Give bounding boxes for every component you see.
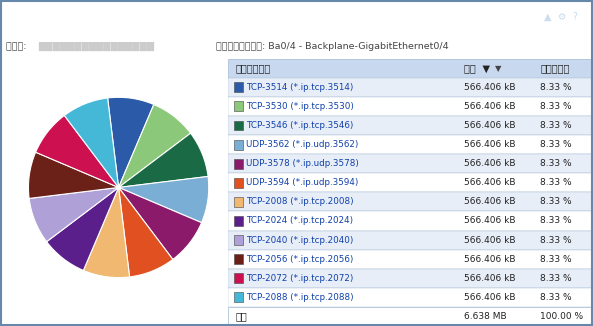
- Text: TCP-2088 (*.ip.tcp.2088): TCP-2088 (*.ip.tcp.2088): [246, 293, 353, 302]
- Wedge shape: [28, 152, 119, 199]
- Text: 566.406 kB: 566.406 kB: [464, 236, 515, 244]
- Text: トップ プロトコル (円) - 合計: トップ プロトコル (円) - 合計: [7, 11, 132, 23]
- Text: 8.33 %: 8.33 %: [540, 159, 572, 168]
- Wedge shape: [107, 97, 154, 187]
- Wedge shape: [119, 133, 208, 187]
- Text: 8.33 %: 8.33 %: [540, 140, 572, 149]
- Text: ████████████████: ████████████████: [39, 42, 155, 51]
- Wedge shape: [119, 187, 173, 277]
- Text: UDP-3562 (*.ip.udp.3562): UDP-3562 (*.ip.udp.3562): [246, 140, 358, 149]
- Bar: [234, 273, 243, 283]
- Text: ▼: ▼: [495, 64, 501, 73]
- Text: プロトコル名: プロトコル名: [235, 63, 271, 73]
- Text: 566.406 kB: 566.406 kB: [464, 102, 515, 111]
- Text: 8.33 %: 8.33 %: [540, 197, 572, 206]
- Text: 8.33 %: 8.33 %: [540, 274, 572, 283]
- Bar: [228, 307, 593, 326]
- Text: ルータ:: ルータ:: [6, 42, 30, 51]
- Text: 566.406 kB: 566.406 kB: [464, 216, 515, 226]
- Text: 8.33 %: 8.33 %: [540, 83, 572, 92]
- Text: 合計: 合計: [235, 311, 247, 321]
- Bar: [228, 192, 593, 212]
- Text: TCP-3530 (*.ip.tcp.3530): TCP-3530 (*.ip.tcp.3530): [246, 102, 353, 111]
- Bar: [234, 178, 243, 188]
- Bar: [228, 59, 593, 78]
- Text: TCP-2008 (*.ip.tcp.2008): TCP-2008 (*.ip.tcp.2008): [246, 197, 353, 206]
- Bar: [234, 216, 243, 226]
- Bar: [234, 254, 243, 264]
- Text: TCP-3514 (*.ip.tcp.3514): TCP-3514 (*.ip.tcp.3514): [246, 83, 353, 92]
- Bar: [234, 292, 243, 302]
- Text: UDP-3578 (*.ip.udp.3578): UDP-3578 (*.ip.udp.3578): [246, 159, 359, 168]
- Text: 合計  ▼: 合計 ▼: [464, 63, 490, 73]
- Bar: [228, 230, 593, 250]
- Text: 566.406 kB: 566.406 kB: [464, 255, 515, 264]
- Bar: [228, 154, 593, 173]
- Bar: [228, 97, 593, 116]
- Bar: [234, 197, 243, 207]
- Text: 566.406 kB: 566.406 kB: [464, 274, 515, 283]
- Wedge shape: [119, 104, 190, 187]
- Text: 8.33 %: 8.33 %: [540, 236, 572, 244]
- Text: TCP-2072 (*.ip.tcp.2072): TCP-2072 (*.ip.tcp.2072): [246, 274, 353, 283]
- Text: 8.33 %: 8.33 %: [540, 178, 572, 187]
- Wedge shape: [29, 187, 119, 242]
- Text: TCP-2040 (*.ip.tcp.2040): TCP-2040 (*.ip.tcp.2040): [246, 236, 353, 244]
- Text: 566.406 kB: 566.406 kB: [464, 197, 515, 206]
- Text: 566.406 kB: 566.406 kB: [464, 159, 515, 168]
- Text: 566.406 kB: 566.406 kB: [464, 178, 515, 187]
- Bar: [228, 212, 593, 230]
- Text: パーセント: パーセント: [540, 63, 569, 73]
- Text: ▲  ⚙  ?: ▲ ⚙ ?: [544, 12, 578, 22]
- Text: 8.33 %: 8.33 %: [540, 216, 572, 226]
- Bar: [234, 121, 243, 130]
- Text: 8.33 %: 8.33 %: [540, 293, 572, 302]
- Text: 566.406 kB: 566.406 kB: [464, 293, 515, 302]
- Text: TCP-2024 (*.ip.tcp.2024): TCP-2024 (*.ip.tcp.2024): [246, 216, 353, 226]
- Text: TCP-2056 (*.ip.tcp.2056): TCP-2056 (*.ip.tcp.2056): [246, 255, 353, 264]
- Text: UDP-3594 (*.ip.udp.3594): UDP-3594 (*.ip.udp.3594): [246, 178, 358, 187]
- Text: 566.406 kB: 566.406 kB: [464, 83, 515, 92]
- Text: 6.638 MB: 6.638 MB: [464, 312, 506, 321]
- Bar: [228, 116, 593, 135]
- Bar: [234, 159, 243, 169]
- Wedge shape: [47, 187, 119, 271]
- Bar: [228, 288, 593, 307]
- Bar: [228, 269, 593, 288]
- Bar: [228, 135, 593, 154]
- Text: 8.33 %: 8.33 %: [540, 255, 572, 264]
- Wedge shape: [84, 187, 130, 277]
- Wedge shape: [119, 176, 209, 223]
- Bar: [234, 82, 243, 92]
- Wedge shape: [36, 115, 119, 187]
- Bar: [234, 101, 243, 111]
- Bar: [234, 235, 243, 245]
- Text: 566.406 kB: 566.406 kB: [464, 140, 515, 149]
- Text: TCP-3546 (*.ip.tcp.3546): TCP-3546 (*.ip.tcp.3546): [246, 121, 353, 130]
- Wedge shape: [65, 98, 119, 187]
- Text: 8.33 %: 8.33 %: [540, 121, 572, 130]
- Text: インターフェース: Ba0/4 - Backplane-GigabitEthernet0/4: インターフェース: Ba0/4 - Backplane-GigabitEther…: [213, 42, 449, 51]
- Text: 100.00 %: 100.00 %: [540, 312, 584, 321]
- Bar: [234, 140, 243, 150]
- Text: 8.33 %: 8.33 %: [540, 102, 572, 111]
- Bar: [228, 250, 593, 269]
- Bar: [228, 78, 593, 97]
- Text: 566.406 kB: 566.406 kB: [464, 121, 515, 130]
- Bar: [228, 173, 593, 192]
- Wedge shape: [119, 187, 202, 259]
